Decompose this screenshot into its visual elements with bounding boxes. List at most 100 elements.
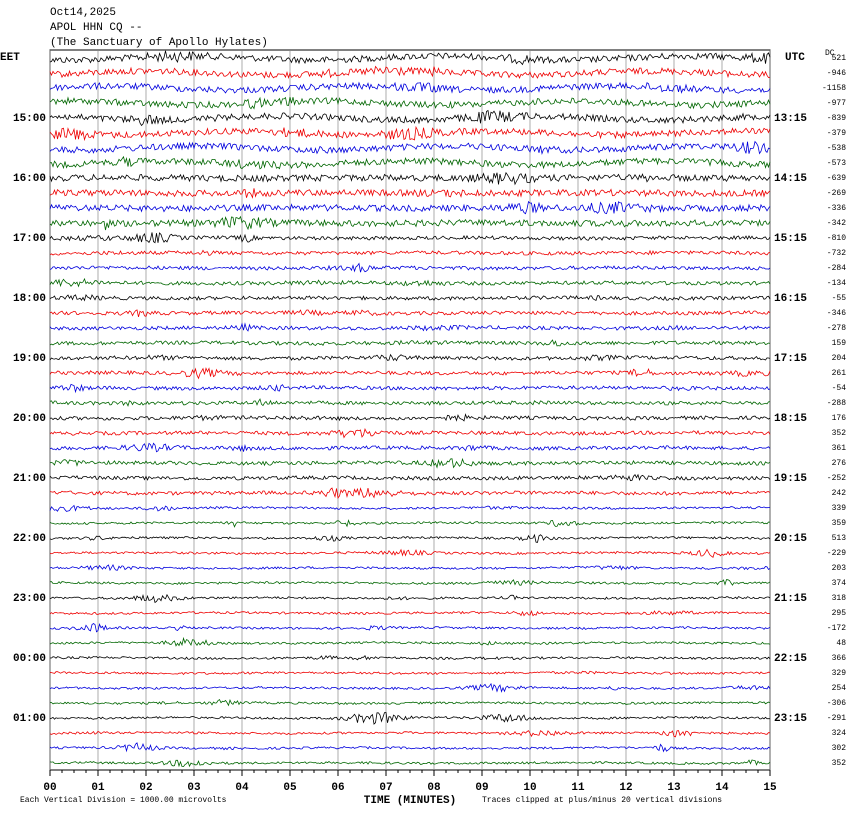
right-time: 22:15 [774, 653, 807, 665]
trace [49, 427, 771, 439]
dc-offset: -810 [827, 234, 846, 243]
right-time: 18:15 [774, 413, 807, 425]
left-time: 18:00 [13, 293, 46, 305]
trace [49, 65, 771, 79]
trace [49, 457, 771, 469]
trace [49, 109, 771, 127]
trace [49, 339, 771, 347]
dc-offset: 318 [832, 594, 847, 603]
right-time: 14:15 [774, 173, 807, 185]
dc-offset: 276 [832, 459, 847, 468]
trace [49, 579, 771, 586]
trace [49, 188, 771, 199]
right-time: 21:15 [774, 593, 807, 605]
right-time: 16:15 [774, 293, 807, 305]
dc-offset: 242 [832, 489, 847, 498]
site: (The Sanctuary of Apollo Hylates) [50, 37, 268, 49]
dc-offset: -269 [827, 189, 846, 198]
dc-offset: 352 [832, 759, 847, 768]
dc-offset: 361 [832, 444, 847, 453]
trace [49, 742, 771, 753]
x-label: 01 [91, 782, 105, 794]
left-time: 16:00 [13, 173, 46, 185]
dc-offset: 254 [832, 684, 847, 693]
dc-offset: -252 [827, 474, 846, 483]
trace [49, 215, 771, 231]
trace [49, 353, 771, 362]
dc-offset: 324 [832, 729, 847, 738]
trace [49, 698, 771, 707]
trace [49, 383, 771, 394]
dc-offset: -229 [827, 549, 846, 558]
dc-offset: 204 [832, 354, 847, 363]
right-zone: UTC [785, 52, 805, 64]
x-label: 03 [187, 782, 201, 794]
left-time: 22:00 [13, 533, 46, 545]
x-label: 02 [139, 782, 152, 794]
left-time: 15:00 [13, 113, 46, 125]
x-label: 13 [667, 782, 681, 794]
left-time: 20:00 [13, 413, 46, 425]
dc-offset: -134 [827, 279, 846, 288]
trace [49, 140, 771, 155]
x-title: TIME (MINUTES) [364, 795, 456, 807]
trace [49, 367, 771, 380]
trace [49, 413, 771, 422]
trace [49, 309, 771, 318]
trace [49, 249, 771, 256]
trace [49, 262, 771, 273]
dc-offset: 521 [832, 54, 847, 63]
dc-offset: 352 [832, 429, 847, 438]
footer-scale: Each Vertical Division = 1000.00 microvo… [20, 796, 227, 805]
dc-offset: 513 [832, 534, 847, 543]
date: Oct14,2025 [50, 7, 116, 19]
footer-clip: Traces clipped at plus/minus 20 vertical… [482, 796, 722, 805]
trace [49, 125, 771, 142]
dc-offset: -54 [832, 384, 847, 393]
dc-offset: -1158 [822, 84, 846, 93]
dc-offset: 366 [832, 654, 847, 663]
right-time: 19:15 [774, 473, 807, 485]
dc-offset: -839 [827, 114, 846, 123]
trace [49, 171, 771, 186]
dc-offset: -172 [827, 624, 846, 633]
x-label: 07 [379, 782, 392, 794]
dc-offset: -55 [832, 294, 847, 303]
trace [49, 519, 771, 528]
dc-offset: -346 [827, 309, 846, 318]
dc-offset: -288 [827, 399, 846, 408]
x-label: 12 [619, 782, 632, 794]
trace [49, 232, 771, 244]
x-label: 09 [475, 782, 488, 794]
trace [49, 670, 771, 676]
right-time: 15:15 [774, 233, 807, 245]
left-time: 00:00 [13, 653, 46, 665]
dc-offset: -639 [827, 174, 846, 183]
x-label: 15 [763, 782, 777, 794]
dc-offset: 374 [832, 579, 847, 588]
x-label: 04 [235, 782, 249, 794]
trace [49, 200, 771, 215]
trace [49, 636, 771, 647]
trace [49, 96, 771, 110]
trace [49, 487, 771, 500]
dc-label: DC [825, 49, 835, 58]
left-zone: EET [0, 52, 20, 64]
dc-offset: -291 [827, 714, 846, 723]
dc-offset: 203 [832, 564, 847, 573]
trace [49, 50, 771, 66]
dc-offset: -573 [827, 159, 846, 168]
trace [49, 593, 771, 604]
x-label: 08 [427, 782, 441, 794]
dc-offset: 359 [832, 519, 847, 528]
dc-offset: 48 [836, 639, 846, 648]
trace [49, 730, 771, 738]
trace [49, 277, 771, 288]
left-time: 21:00 [13, 473, 46, 485]
x-label: 14 [715, 782, 729, 794]
station: APOL HHN CQ -- [50, 22, 142, 34]
dc-offset: -336 [827, 204, 846, 213]
dc-offset: 329 [832, 669, 847, 678]
